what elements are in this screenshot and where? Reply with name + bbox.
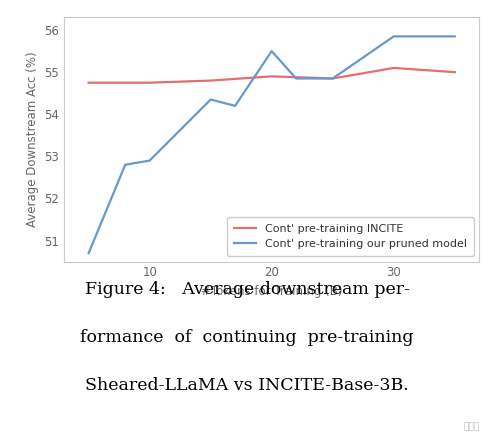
Cont' pre-training INCITE — [85, 80, 91, 85]
Cont' pre-training INCITE — [147, 80, 153, 85]
Cont' pre-training our pruned model — [293, 76, 299, 81]
Cont' pre-training our pruned model — [452, 34, 458, 39]
Cont' pre-training INCITE — [391, 65, 397, 71]
Y-axis label: Average Downstream Acc (%): Average Downstream Acc (%) — [26, 52, 39, 227]
Text: 量子位: 量子位 — [463, 422, 479, 432]
Cont' pre-training our pruned model — [232, 103, 238, 109]
Text: Sheared-LLaMA vs INCITE-Base-3B.: Sheared-LLaMA vs INCITE-Base-3B. — [85, 377, 409, 394]
Cont' pre-training our pruned model — [85, 251, 91, 256]
Text: formance  of  continuing  pre-training: formance of continuing pre-training — [80, 329, 414, 346]
Cont' pre-training our pruned model — [330, 76, 336, 81]
X-axis label: #Tokens for Training (B): #Tokens for Training (B) — [201, 285, 342, 298]
Cont' pre-training our pruned model — [391, 34, 397, 39]
Line: Cont' pre-training INCITE: Cont' pre-training INCITE — [88, 68, 455, 83]
Line: Cont' pre-training our pruned model: Cont' pre-training our pruned model — [88, 36, 455, 253]
Legend: Cont' pre-training INCITE, Cont' pre-training our pruned model: Cont' pre-training INCITE, Cont' pre-tra… — [227, 217, 474, 256]
Cont' pre-training INCITE — [452, 70, 458, 75]
Cont' pre-training INCITE — [269, 74, 275, 79]
Cont' pre-training our pruned model — [123, 162, 128, 167]
Cont' pre-training our pruned model — [269, 48, 275, 54]
Cont' pre-training our pruned model — [147, 158, 153, 163]
Cont' pre-training INCITE — [207, 78, 213, 83]
Cont' pre-training our pruned model — [207, 97, 213, 102]
Text: Figure 4:   Average downstream per-: Figure 4: Average downstream per- — [84, 281, 410, 298]
Cont' pre-training INCITE — [330, 76, 336, 81]
